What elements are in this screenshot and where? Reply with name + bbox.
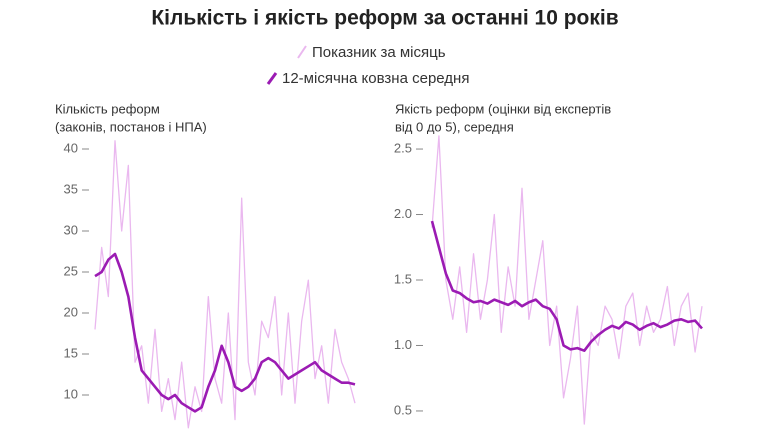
y-tick-label: 25 xyxy=(64,263,78,278)
y-axis-label: Кількість реформ xyxy=(55,101,160,116)
y-tick-label: 15 xyxy=(64,345,78,360)
legend-label: Показник за місяць xyxy=(312,44,446,61)
y-tick-label: 1.0 xyxy=(394,337,412,352)
y-tick-label: 0.5 xyxy=(394,402,412,417)
y-tick-label: 30 xyxy=(64,222,78,237)
legend: Показник за місяць 12-місячна ковзна сер… xyxy=(266,44,469,87)
series-line xyxy=(431,135,703,425)
series-line xyxy=(430,220,703,353)
y-tick-label: 20 xyxy=(64,304,78,319)
y-axis-label: Якість реформ (оцінки від експертів xyxy=(395,101,611,116)
y-tick-label: 1.5 xyxy=(394,271,412,286)
legend-swatch xyxy=(266,72,278,85)
y-tick-label: 2.5 xyxy=(394,140,412,155)
y-tick-label: 35 xyxy=(64,181,78,196)
series-line xyxy=(94,140,356,429)
y-axis-label: від 0 до 5), середня xyxy=(395,119,514,134)
legend-swatch xyxy=(297,45,307,59)
series-line xyxy=(94,252,356,413)
y-tick-label: 2.0 xyxy=(394,206,412,221)
y-tick-label: 40 xyxy=(64,140,78,155)
y-axis-label: (законів, постанов і НПА) xyxy=(55,119,207,134)
legend-label: 12-місячна ковзна середня xyxy=(282,70,469,87)
chart-title: Кількість і якість реформ за останні 10 … xyxy=(151,7,618,30)
y-tick-label: 10 xyxy=(64,386,78,401)
